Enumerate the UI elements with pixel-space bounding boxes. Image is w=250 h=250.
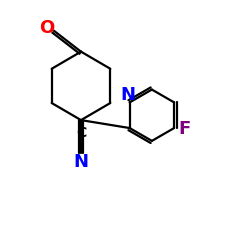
Text: N: N xyxy=(74,153,88,171)
Text: O: O xyxy=(39,20,54,38)
Text: N: N xyxy=(120,86,135,104)
Text: F: F xyxy=(178,120,190,138)
Text: C: C xyxy=(76,126,86,140)
